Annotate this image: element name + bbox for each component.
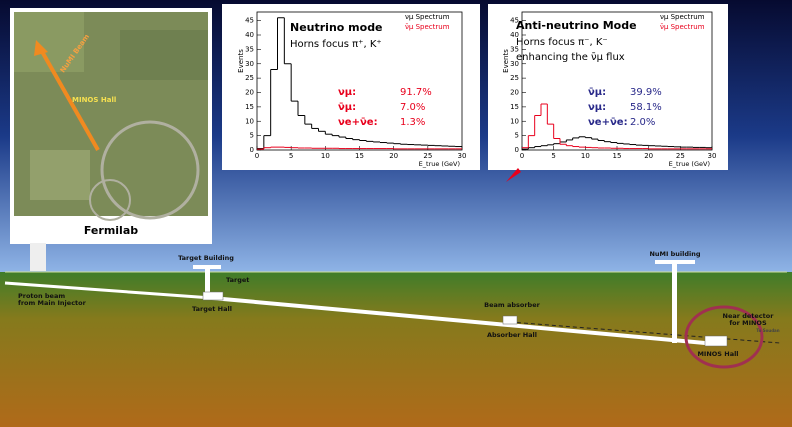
highlight — [684, 305, 764, 369]
legend-entry: νμ Spectrum — [405, 13, 450, 21]
y-tick-label: 40 — [510, 31, 519, 39]
y-tick-label: 35 — [245, 45, 254, 53]
annotation-value: 91.7% — [400, 87, 432, 98]
chart-subtitle: Horns focus π⁻, K⁻ — [516, 37, 608, 48]
y-axis-label: Events — [237, 49, 245, 73]
y-axis-label: Events — [502, 49, 510, 73]
shaft-top — [655, 260, 695, 264]
y-tick-label: 45 — [245, 17, 254, 25]
photo-caption: Fermilab — [84, 224, 138, 237]
minos-hall — [704, 335, 728, 347]
y-tick-label: 30 — [510, 60, 519, 68]
x-tick-label: 15 — [355, 152, 364, 160]
arrow-head — [34, 40, 48, 56]
x-tick-label: 10 — [581, 152, 590, 160]
x-axis-label: E_true (GeV) — [419, 160, 460, 168]
annotation-value: 2.0% — [630, 117, 655, 128]
main-ring — [100, 120, 200, 220]
annotation-label: νμ: — [338, 87, 356, 98]
x-tick-label: 25 — [423, 152, 432, 160]
target-hall — [202, 291, 224, 301]
diagram-label: NuMI building — [649, 250, 700, 258]
y-tick-label: 10 — [245, 117, 254, 125]
y-tick-label: 15 — [510, 103, 519, 111]
y-tick-label: 5 — [250, 132, 254, 140]
y-tick-label: 30 — [245, 60, 254, 68]
y-tick-label: 35 — [510, 45, 519, 53]
x-tick-label: 15 — [613, 152, 622, 160]
ground — [0, 272, 792, 427]
diagram-label: MINOS Hall — [697, 350, 738, 358]
legend-entry: νμ Spectrum — [660, 13, 705, 21]
x-axis-label: E_true (GeV) — [669, 160, 710, 168]
chart-subtitle: enhancing the ν̄μ flux — [516, 52, 625, 63]
x-tick-label: 20 — [644, 152, 653, 160]
diagram-label: To Soudan — [756, 328, 779, 333]
y-tick-label: 20 — [510, 89, 519, 97]
photo-label: MINOS Hall — [72, 96, 116, 104]
diagram-label: Absorber Hall — [487, 331, 537, 339]
tower — [30, 243, 46, 271]
decay-tunnel — [211, 296, 717, 346]
y-tick-label: 45 — [510, 17, 519, 25]
absorber-hall — [502, 315, 518, 325]
annotation-value: 7.0% — [400, 102, 425, 113]
y-tick-label: 25 — [510, 74, 519, 82]
pointer-arrow — [506, 168, 521, 182]
annotation-value: 58.1% — [630, 102, 662, 113]
diagram-label: Target — [226, 276, 249, 284]
y-tick-label: 15 — [245, 103, 254, 111]
diagram-label: from Main Injector — [18, 299, 87, 307]
annotation-value: 39.9% — [630, 87, 662, 98]
y-tick-label: 25 — [245, 74, 254, 82]
chart-subtitle: Horns focus π⁺, K⁺ — [290, 39, 382, 50]
diagram-label: Beam absorber — [484, 301, 540, 309]
photo-field — [30, 150, 90, 200]
y-tick-label: 20 — [245, 89, 254, 97]
x-tick-label: 20 — [389, 152, 398, 160]
x-tick-label: 30 — [708, 152, 717, 160]
neutrino-path — [509, 321, 781, 344]
annotation-label: ν̄μ: — [588, 87, 606, 98]
diagram-label: Near detector — [723, 312, 775, 320]
shaft — [205, 268, 210, 296]
x-tick-label: 0 — [520, 152, 524, 160]
annotation-label: νe+ν̄e: — [338, 117, 378, 128]
booster — [89, 179, 131, 221]
chart-box — [222, 4, 480, 170]
diagram-label: Proton beam — [18, 292, 65, 300]
chart-title: Anti-neutrino Mode — [516, 19, 637, 32]
y-tick-label: 40 — [245, 31, 254, 39]
shaft-top — [193, 265, 221, 269]
x-tick-label: 0 — [255, 152, 259, 160]
diagram-label: Target Hall — [192, 305, 232, 313]
chart-title: Neutrino mode — [290, 21, 383, 34]
x-tick-label: 25 — [676, 152, 685, 160]
annotation-label: νe+ν̄e: — [588, 117, 628, 128]
legend-entry: ν̄μ Spectrum — [405, 23, 450, 31]
y-tick-label: 5 — [515, 132, 519, 140]
legend-entry: ν̄μ Spectrum — [660, 23, 705, 31]
y-tick-label: 0 — [250, 146, 254, 154]
proton-tunnel — [4, 281, 213, 300]
annotation-label: ν̄μ: — [338, 102, 356, 113]
photo-field — [120, 30, 208, 80]
annotation-label: νμ: — [588, 102, 606, 113]
y-tick-label: 0 — [515, 146, 519, 154]
x-tick-label: 10 — [321, 152, 330, 160]
x-tick-label: 30 — [458, 152, 467, 160]
diagram-label: for MINOS — [729, 319, 767, 327]
beam-arrow — [38, 47, 100, 151]
y-tick-label: 10 — [510, 117, 519, 125]
annotation-value: 1.3% — [400, 117, 425, 128]
shaft — [672, 263, 677, 343]
x-tick-label: 5 — [551, 152, 555, 160]
diagram-label: Target Building — [178, 254, 234, 262]
x-tick-label: 5 — [289, 152, 293, 160]
